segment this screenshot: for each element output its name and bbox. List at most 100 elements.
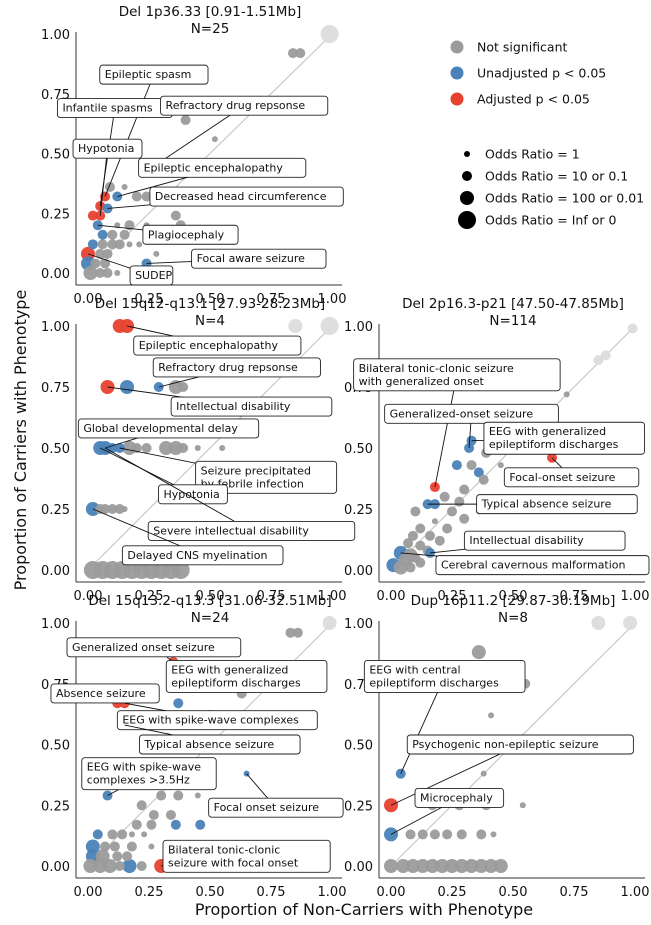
x-tick-label: 1.00	[621, 885, 650, 900]
data-point	[168, 441, 183, 455]
legend-label: Adjusted p < 0.05	[477, 92, 590, 107]
data-point	[320, 25, 339, 43]
annotation-label: Infantile spasms	[62, 102, 152, 115]
y-tick-label: 0.75	[41, 381, 70, 396]
annotation-box	[208, 797, 344, 818]
legend-label: Unadjusted p < 0.05	[477, 66, 606, 81]
annotation-label: Cerebral cavernous malformation	[441, 559, 626, 572]
annotation-leader	[99, 148, 108, 216]
y-tick-label: 1.00	[41, 320, 70, 335]
data-point	[405, 562, 416, 573]
annotation-label: Generalized-onset seizure	[390, 407, 534, 420]
data-point	[117, 829, 128, 840]
annotation-label: EEG with central	[369, 663, 460, 676]
data-point	[591, 616, 606, 630]
data-point	[165, 809, 176, 820]
annotation-label: EEG with spike-wave	[87, 761, 201, 774]
data-point	[563, 391, 570, 398]
legend-label: Odds Ratio = 100 or 0.01	[485, 191, 644, 206]
annotation-label: Global developmental delay	[83, 422, 238, 435]
data-point	[148, 809, 159, 820]
data-point	[288, 319, 303, 333]
data-point	[121, 506, 128, 512]
data-point	[211, 136, 218, 143]
data-point	[480, 770, 487, 777]
annotation-label: EEG with generalized	[489, 425, 606, 438]
panel-subtitle: N=114	[489, 313, 536, 329]
legend: Not significant Unadjusted p < 0.05 Adjust…	[450, 40, 644, 229]
y-tick-label: 0.00	[344, 564, 373, 579]
annotation-leader	[104, 74, 155, 197]
y-tick-label: 0.00	[344, 860, 373, 875]
panel-title: Del 2p16.3-p21 [47.50-47.85Mb]	[402, 296, 624, 312]
data-point	[434, 535, 445, 546]
annotation-box	[129, 265, 174, 286]
data-point	[114, 861, 125, 871]
annotation-label: Epileptic encephalopathy	[139, 339, 279, 352]
data-point	[466, 460, 477, 471]
y-tick-label: 0.50	[41, 442, 70, 457]
y-tick-label: 0.25	[344, 799, 373, 814]
annotation-label: Hypotonia	[163, 488, 219, 501]
annotation-label: Typical absence seizure	[481, 498, 612, 511]
x-tick-label: 0.00	[377, 589, 406, 604]
panel-title: Dup 16p11.2 [29.87-30.19Mb]	[411, 593, 616, 609]
x-tick-label: 0.25	[135, 589, 164, 604]
data-point	[126, 841, 137, 852]
data-point	[136, 861, 147, 871]
data-point	[442, 829, 453, 840]
data-point	[384, 859, 398, 873]
annotation-box	[162, 839, 331, 873]
data-point	[445, 859, 459, 873]
data-point	[170, 819, 181, 830]
annotation-box	[50, 683, 160, 704]
annotation-label: Typical absence seizure	[143, 738, 274, 751]
data-point	[447, 506, 457, 517]
x-tick-label: 0.00	[74, 885, 103, 900]
annotation-label: Intellectual disability	[176, 400, 291, 413]
data-point	[623, 616, 638, 630]
y-axis-label: Proportion of Carriers with Phenotype	[11, 290, 30, 591]
annotation-label: Bilateral tonic-clonic seizure	[359, 362, 514, 375]
data-point	[126, 241, 133, 248]
x-tick-label: 0.00	[74, 589, 103, 604]
data-point	[471, 645, 486, 660]
data-point	[173, 698, 184, 709]
data-point	[484, 859, 499, 873]
x-tick-label: 0.00	[377, 885, 406, 900]
panel-subtitle: N=25	[191, 21, 230, 37]
x-tick-label: 0.75	[257, 589, 286, 604]
annotation-label: Focal onset seizure	[214, 801, 320, 814]
data-point	[439, 491, 450, 502]
x-tick-label: 0.75	[560, 589, 589, 604]
annotation-box	[72, 138, 143, 159]
x-tick-label: 0.75	[560, 885, 589, 900]
data-point	[593, 355, 604, 366]
data-point	[454, 496, 465, 507]
y-tick-label: 0.00	[41, 860, 70, 875]
annotation-label: complexes >3.5Hz	[87, 774, 190, 787]
data-point	[178, 382, 189, 392]
data-point	[407, 530, 418, 541]
data-point	[476, 829, 487, 840]
data-point	[109, 841, 120, 852]
annotation-label: Bilateral tonic-clonic	[168, 843, 280, 856]
annotation-label: Focal aware seizure	[197, 252, 306, 265]
panel-title: Del 15q12-q13.1 [27.93-28.23Mb]	[95, 296, 325, 312]
annotation-label: Psychogenic non-epileptic seizure	[412, 738, 599, 751]
data-point	[490, 831, 497, 838]
annotation-box	[476, 494, 638, 515]
legend-swatch	[450, 92, 464, 106]
annotation-label: epileptiform discharges	[369, 676, 499, 689]
data-point	[519, 802, 526, 809]
x-axis-label: Proportion of Non-Carriers with Phenotyp…	[195, 900, 533, 919]
annotation-label: EEG with spike-wave complexes	[122, 714, 299, 727]
data-point	[320, 317, 339, 335]
data-point	[405, 829, 416, 840]
x-tick-label: 0.00	[74, 292, 103, 307]
scatter-panel: Del 1p36.33 [0.91-1.51Mb]N=25 0.00 0.25 0.5…	[41, 4, 346, 307]
y-tick-label: 0.25	[41, 207, 70, 222]
data-point	[415, 859, 430, 873]
data-point	[153, 250, 160, 257]
data-point	[285, 627, 296, 638]
